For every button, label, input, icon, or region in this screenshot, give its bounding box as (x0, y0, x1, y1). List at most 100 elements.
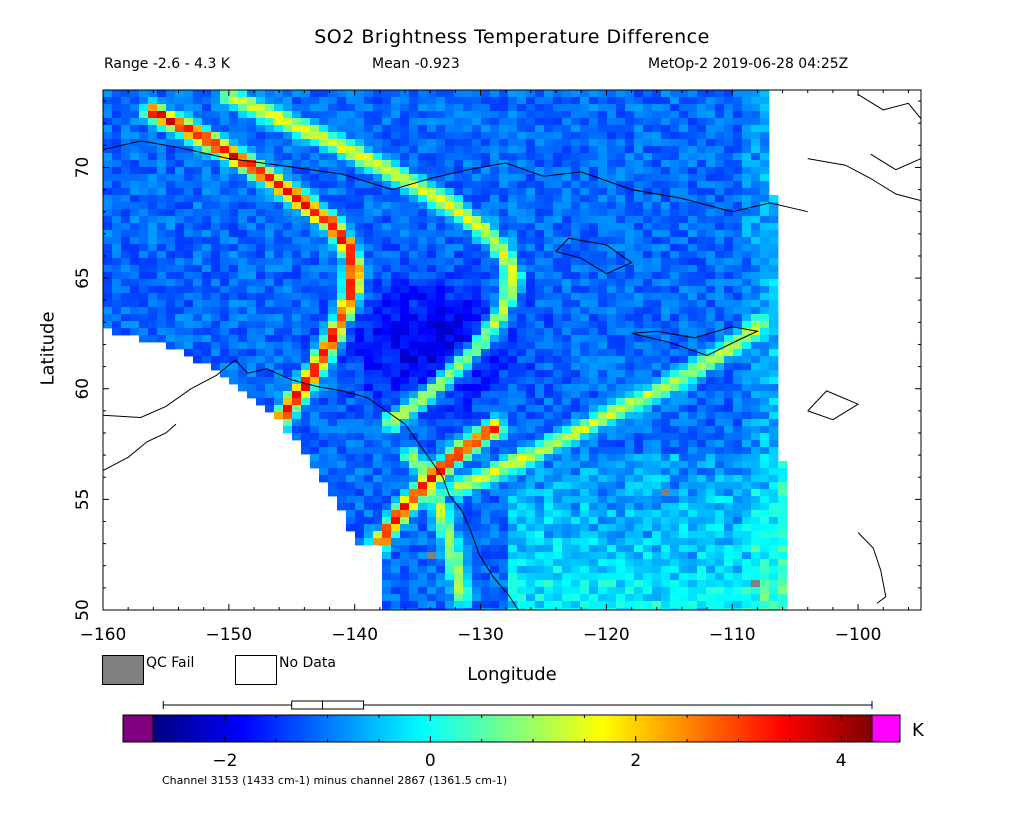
heat-cell (517, 279, 527, 287)
heat-cell (157, 202, 167, 210)
heat-cell (706, 251, 716, 259)
heat-cell (301, 209, 311, 217)
heat-cell (220, 251, 230, 259)
heat-cell (328, 167, 338, 175)
heat-cell (553, 209, 563, 217)
heat-cell (472, 356, 482, 364)
heat-cell (373, 461, 383, 469)
heat-cell (625, 293, 635, 301)
heat-cell (652, 314, 662, 322)
heat-cell (166, 104, 176, 112)
heat-cell (535, 188, 545, 196)
heat-cell (445, 188, 455, 196)
plot-frame (102, 89, 922, 611)
heat-cell (445, 412, 455, 420)
heat-cell (751, 377, 761, 385)
heat-cell (580, 223, 590, 231)
heat-cell (355, 363, 365, 371)
heat-cell (517, 482, 527, 490)
heat-cell (535, 601, 545, 609)
heat-cell (427, 146, 437, 154)
heat-cell (148, 216, 158, 224)
heat-cell (652, 601, 662, 609)
heat-cell (121, 216, 131, 224)
heat-cell (652, 237, 662, 245)
heat-cell (427, 97, 437, 105)
heat-cell (148, 104, 158, 112)
heat-cell (211, 216, 221, 224)
heat-cell (481, 482, 491, 490)
heat-cell (364, 412, 374, 420)
heat-cell (724, 601, 734, 609)
heat-cell (463, 167, 473, 175)
heat-cell (328, 272, 338, 280)
heat-cell (292, 223, 302, 231)
heat-cell (769, 209, 779, 217)
heat-cell (499, 468, 509, 476)
heat-cell (274, 342, 284, 350)
heat-cell (661, 545, 671, 553)
heat-cell (211, 202, 221, 210)
heat-cell (418, 118, 428, 126)
heat-cell (733, 384, 743, 392)
heat-cell (481, 160, 491, 168)
heat-cell (454, 286, 464, 294)
heat-cell (760, 356, 770, 364)
heat-cell (598, 97, 608, 105)
heat-cell (490, 468, 500, 476)
heat-cell (598, 279, 608, 287)
heat-cell (454, 216, 464, 224)
heat-cell (391, 167, 401, 175)
heat-cell (139, 321, 149, 329)
heat-cell (337, 468, 347, 476)
heat-cell (733, 517, 743, 525)
heat-cell (220, 244, 230, 252)
heat-cell (454, 202, 464, 210)
heat-cell (535, 216, 545, 224)
heat-cell (706, 139, 716, 147)
heat-cell (220, 223, 230, 231)
heat-cell (553, 146, 563, 154)
heat-cell (400, 300, 410, 308)
heat-cell (589, 321, 599, 329)
heat-cell (328, 230, 338, 238)
heat-cell (706, 482, 716, 490)
heat-cell (481, 90, 491, 98)
heat-cell (589, 482, 599, 490)
heat-cell (274, 251, 284, 259)
heat-cell (535, 496, 545, 504)
heat-cell (319, 433, 329, 441)
heat-cell (697, 251, 707, 259)
heat-cell (463, 587, 473, 595)
heat-cell (661, 482, 671, 490)
heat-cell (670, 426, 680, 434)
heat-cell (346, 454, 356, 462)
heat-cell (391, 426, 401, 434)
heat-cell (481, 188, 491, 196)
heat-cell (427, 594, 437, 602)
heat-cell (508, 524, 518, 532)
heat-cell (751, 356, 761, 364)
heat-cell (328, 384, 338, 392)
heat-cell (157, 139, 167, 147)
heat-cell (364, 153, 374, 161)
heat-cell (643, 447, 653, 455)
heat-cell (229, 335, 239, 343)
no-data-swatch (235, 655, 277, 685)
heat-cell (535, 503, 545, 511)
heat-cell (679, 468, 689, 476)
heat-cell (292, 419, 302, 427)
heat-cell (526, 237, 536, 245)
heat-cell (175, 118, 185, 126)
heat-cell (409, 496, 419, 504)
heat-cell (112, 111, 122, 119)
heat-cell (157, 328, 167, 336)
heat-cell (643, 440, 653, 448)
heat-cell (526, 377, 536, 385)
heat-cell (112, 132, 122, 140)
heat-cell (292, 286, 302, 294)
heat-cell (427, 559, 437, 567)
heat-cell (616, 475, 626, 483)
heat-cell (292, 384, 302, 392)
heat-cell (715, 454, 725, 462)
